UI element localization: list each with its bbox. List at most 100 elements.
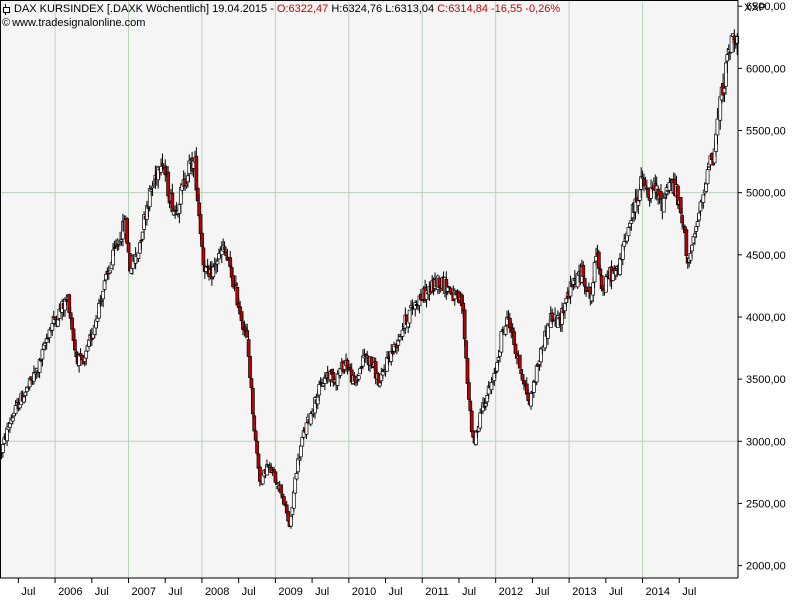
candle-body xyxy=(489,382,494,391)
x-tick-label: 2006 xyxy=(58,586,82,598)
candle-body xyxy=(396,340,401,346)
plot-frame xyxy=(0,0,739,579)
candle-body xyxy=(546,323,550,339)
candle-body xyxy=(84,350,89,359)
candle-body xyxy=(111,249,115,266)
candle-body xyxy=(690,244,694,252)
candle-body xyxy=(378,382,382,387)
candle-body xyxy=(701,194,706,203)
y-axis-unit: XXP xyxy=(744,2,767,14)
x-tick-label: Jul xyxy=(609,586,623,598)
candle-body xyxy=(629,220,634,224)
x-tick-label: 2007 xyxy=(132,586,156,598)
y-tick-label: 5500,00 xyxy=(746,126,786,138)
candle-body xyxy=(529,393,533,407)
candle-body xyxy=(659,191,663,200)
candle-body xyxy=(681,224,686,227)
source-website[interactable]: www.tradesignalonline.com xyxy=(12,17,146,29)
candle-body xyxy=(97,303,101,319)
x-axis-ticks: Jul 2006 Jul 2007 Jul 2008 Jul 2009 Jul 2010 Jul 20… xyxy=(17,578,696,598)
candle-body xyxy=(246,339,251,357)
x-tick-label: 2011 xyxy=(425,586,449,598)
y-tick-label: 3500,00 xyxy=(746,374,786,386)
candle-body xyxy=(234,282,238,287)
x-tick-label: Jul xyxy=(315,586,329,598)
candle-body xyxy=(724,62,728,87)
x-tick-label: 2014 xyxy=(646,586,670,598)
x-tick-label: 2009 xyxy=(278,586,302,598)
y-tick-label: 6000,00 xyxy=(746,63,786,75)
x-tick-label: 2013 xyxy=(572,586,596,598)
candle-body xyxy=(676,185,680,206)
instrument-info-row: DAX KURSINDEX [.DAXK Wöchentlich] 19.04.… xyxy=(2,2,738,16)
y-tick-label: 3000,00 xyxy=(746,436,786,448)
candle-body xyxy=(253,430,258,441)
change-value: -16,55 xyxy=(491,3,523,15)
candle-body xyxy=(291,491,296,509)
candle-body xyxy=(289,515,293,527)
candle-body xyxy=(661,197,666,213)
candle-body xyxy=(108,270,113,274)
candle-body xyxy=(37,359,42,373)
candle-body xyxy=(369,356,374,366)
x-tick-label: Jul xyxy=(21,586,35,598)
candle-body xyxy=(101,290,105,300)
y-tick-label: 6500,00 xyxy=(746,1,786,13)
candle-body xyxy=(274,482,279,485)
candle-body xyxy=(469,410,474,432)
chart-header: DAX KURSINDEX [.DAXK Wöchentlich] 19.04.… xyxy=(2,2,738,34)
candle-body xyxy=(499,331,504,353)
candle-body xyxy=(250,387,255,415)
quote-date: 19.04.2015 xyxy=(212,3,268,15)
high-value: H:6324,76 xyxy=(331,3,383,15)
candle-body xyxy=(294,473,299,480)
x-tick-label: Jul xyxy=(95,586,109,598)
candle-body xyxy=(582,278,587,287)
low-value: L:6313,04 xyxy=(385,3,435,15)
candle-body xyxy=(695,221,700,227)
candle-body xyxy=(166,171,170,197)
header-separator: - xyxy=(267,3,277,15)
x-tick-label: Jul xyxy=(462,586,476,598)
candle-body xyxy=(697,212,701,221)
candle-body xyxy=(356,375,361,380)
open-value: O:6322,47 xyxy=(276,3,329,15)
candle-body xyxy=(1,444,5,453)
candle-body xyxy=(678,197,683,214)
candle-body xyxy=(735,36,740,44)
y-tick-label: 4000,00 xyxy=(746,312,786,324)
candle-body xyxy=(532,380,536,393)
candle-body xyxy=(591,282,596,296)
x-tick-label: 2012 xyxy=(499,586,523,598)
candle-body xyxy=(592,262,597,283)
candle-body xyxy=(211,266,216,278)
x-tick-label: Jul xyxy=(168,586,182,598)
candle-body xyxy=(73,339,77,351)
candle-body xyxy=(543,330,548,349)
close-value: C:6314,84 xyxy=(437,3,488,15)
candle-body xyxy=(201,247,206,266)
candle-body xyxy=(317,384,322,396)
y-tick-label: 2500,00 xyxy=(746,498,786,510)
candle-body xyxy=(462,309,467,340)
candle-body xyxy=(495,362,499,372)
candle-body xyxy=(563,303,567,312)
copyright-icon: © xyxy=(2,17,11,29)
candle-body xyxy=(245,330,250,338)
plot-area xyxy=(0,0,738,578)
candle-body xyxy=(581,264,586,278)
y-axis-ticks: 2000,00 2500,00 3000,00 3500,00 4000,00 4500,… xyxy=(738,1,786,573)
candle-body xyxy=(715,118,720,136)
candle-body xyxy=(400,329,405,337)
candlestick-icon xyxy=(2,3,11,15)
candle-body xyxy=(468,400,473,412)
candle-body xyxy=(407,309,412,324)
candle-body xyxy=(467,382,471,400)
candle-body xyxy=(478,412,483,429)
candle-body xyxy=(248,355,252,378)
candle-body xyxy=(160,163,165,166)
y-tick-label: 5000,00 xyxy=(746,188,786,200)
instrument-name: DAX KURSINDEX [.DAXK Wöchentlich] xyxy=(14,3,210,15)
